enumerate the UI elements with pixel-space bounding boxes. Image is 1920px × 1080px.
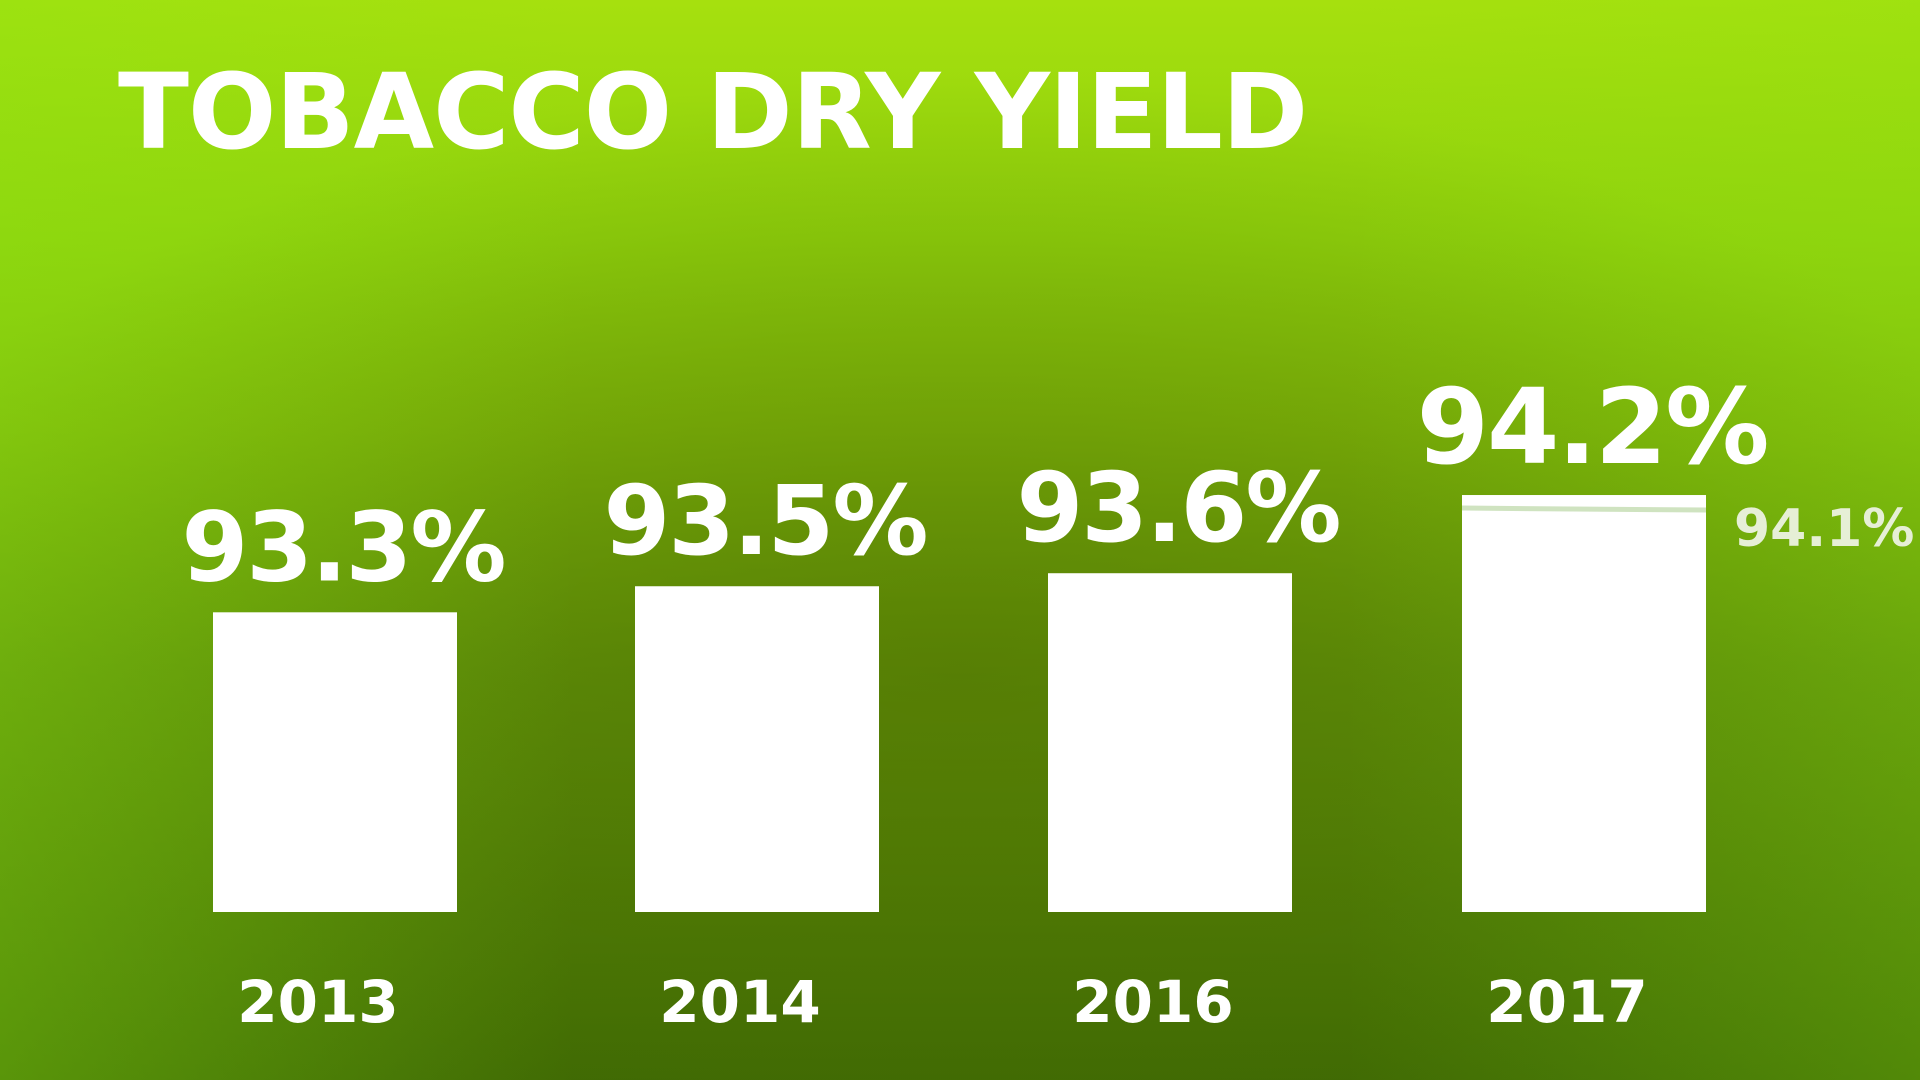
bar-2014 bbox=[635, 586, 879, 912]
category-label-2014: 2014 bbox=[659, 968, 820, 1036]
category-label-2013: 2013 bbox=[237, 968, 398, 1036]
bar-2016 bbox=[1048, 573, 1292, 912]
chart-title: TOBACCO DRY YIELD bbox=[118, 51, 1308, 173]
target-line bbox=[1461, 505, 1707, 513]
bar-2013 bbox=[213, 612, 457, 912]
bar-2017 bbox=[1462, 495, 1706, 912]
value-label-2014: 93.5% bbox=[603, 465, 926, 577]
target-label: 94.1% bbox=[1734, 499, 1914, 559]
value-label-2017: 94.2% bbox=[1417, 366, 1768, 488]
category-label-2017: 2017 bbox=[1486, 968, 1647, 1036]
category-label-2016: 2016 bbox=[1072, 968, 1233, 1036]
value-label-2016: 93.6% bbox=[1016, 452, 1339, 564]
value-label-2013: 93.3% bbox=[181, 491, 504, 603]
